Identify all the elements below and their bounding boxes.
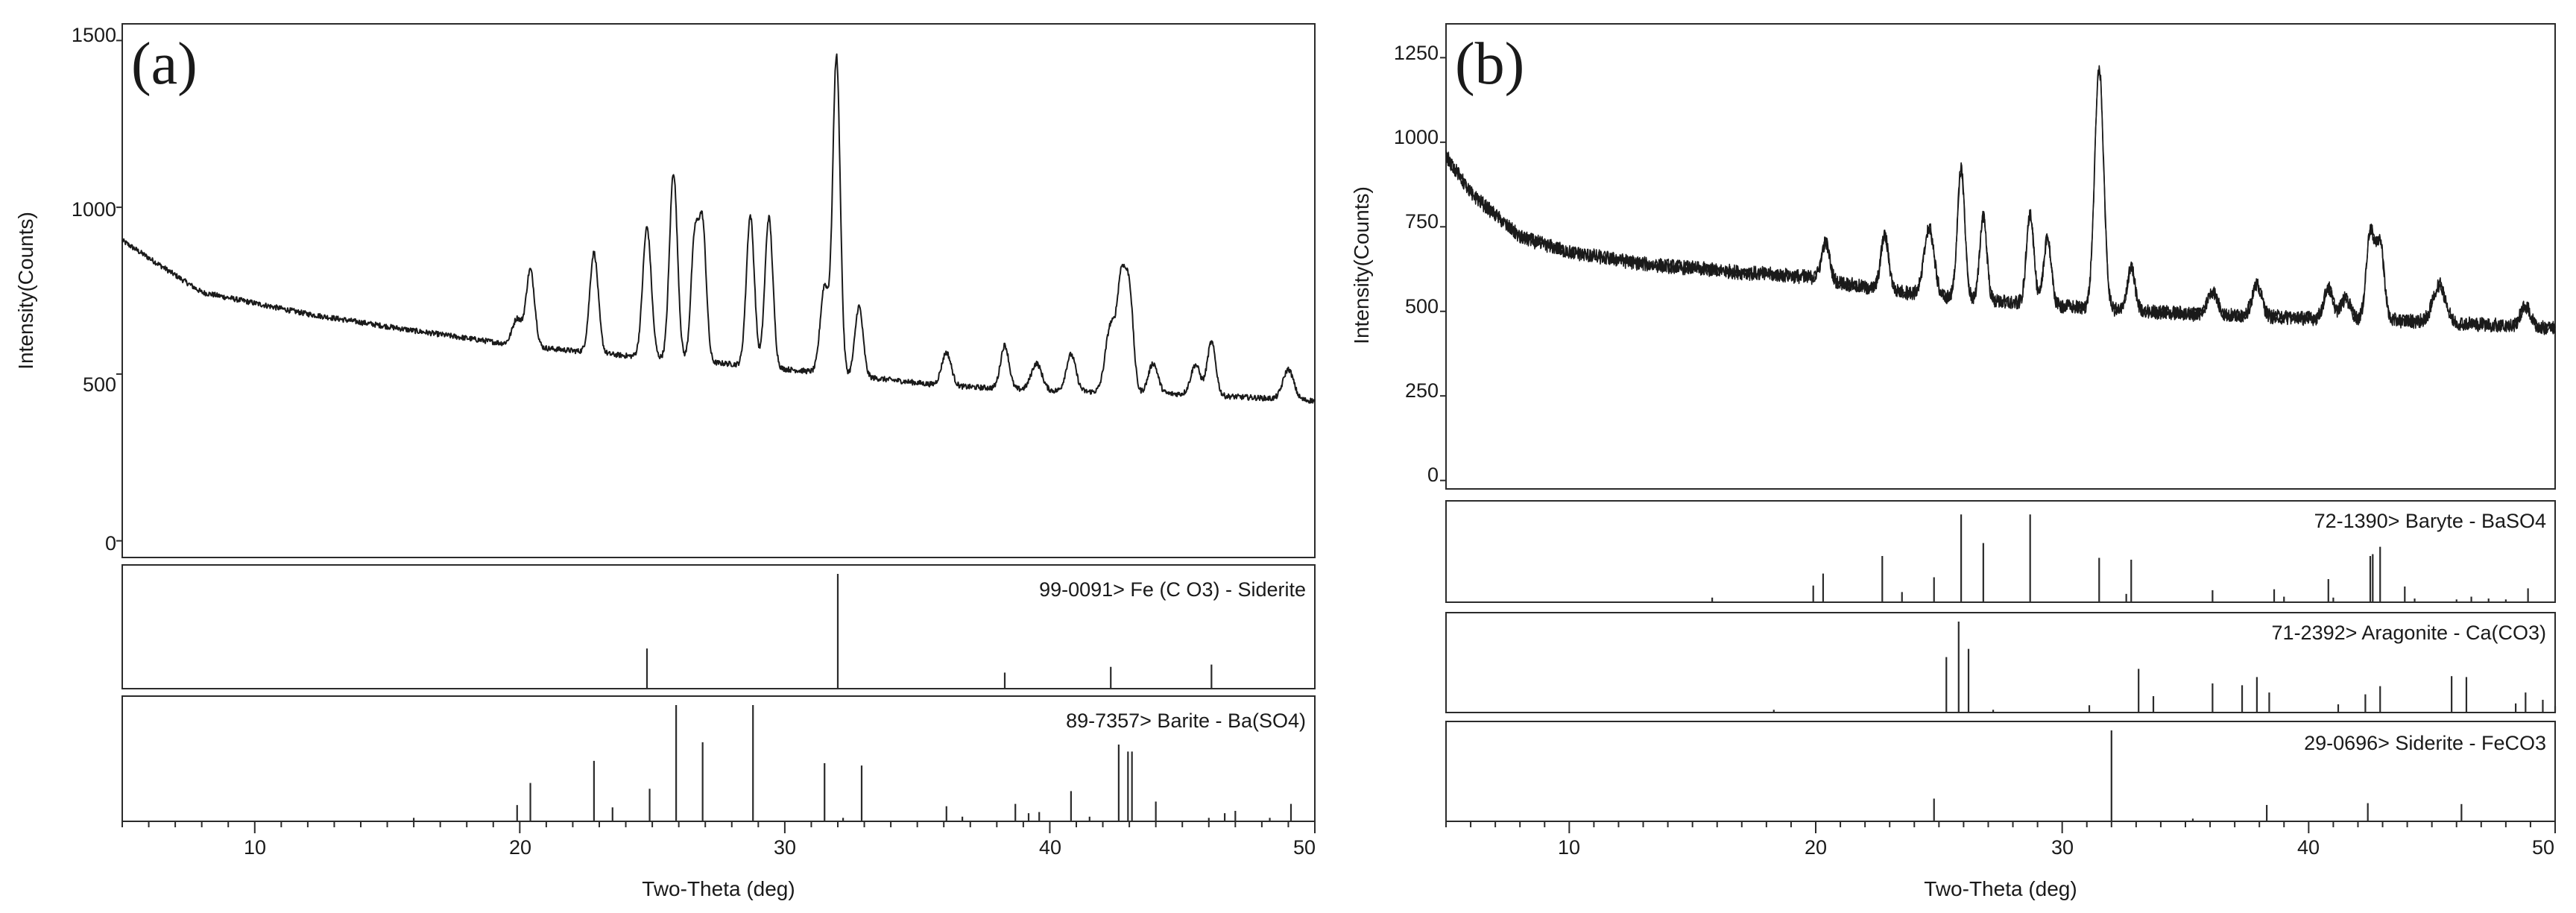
panel-a-y-tick-label: 0: [105, 532, 116, 555]
panel-b-reference-sticks-baryte: [1711, 514, 2529, 602]
panel-b-diffraction-pattern-line: [1445, 69, 2556, 335]
panel-b-y-tick-label: 1250: [1394, 42, 1439, 64]
panel-b-reference-sticks-siderite: [1933, 730, 2463, 821]
panel-b-reference-sticks-aragonite: [1772, 622, 2557, 713]
panel-a-reference-title-siderite: 99-0091> Fe (C O3) - Siderite: [1039, 578, 1306, 601]
panel-b-reference-frame-siderite: [1445, 721, 2556, 822]
panel-a-x-tick-label: 10: [244, 836, 266, 859]
panel-b-x-axis-title: Two-Theta (deg): [1924, 877, 2077, 900]
panel-b-x-tick-label: 10: [1558, 836, 1580, 859]
panel-b-x-tick-label: 20: [1805, 836, 1827, 859]
panel-a-y-tick-label: 1000: [72, 198, 116, 221]
panel-a-diffraction-pattern-line: [121, 53, 1316, 404]
panel-b-x-tick-label: 40: [2297, 836, 2320, 859]
panel-b-reference-frame-aragonite: [1445, 612, 2556, 713]
panel-a-x-tick-label: 40: [1039, 836, 1061, 859]
panel-a-tag: (a): [131, 31, 198, 97]
panel-b-tag: (b): [1455, 31, 1524, 97]
panel-a-x-tick-label: 30: [774, 836, 796, 859]
panel-b-y-tick-labels: 1250 1000 750 500 250 0: [1394, 42, 1439, 486]
panel-a-reference-sticks-barite: [413, 705, 1292, 821]
panel-b-main-frame: [1445, 23, 2556, 490]
panel-b-y-axis-title: Intensity(Counts): [1350, 186, 1373, 344]
panel-b-reference-frame-baryte: [1445, 500, 2556, 603]
panel-b-reference-title-siderite: 29-0696> Siderite - FeCO3: [2304, 732, 2546, 754]
panel-a-y-tick-label: 1500: [72, 24, 116, 46]
panel-a-main-frame: [121, 23, 1316, 558]
panel-b-diffraction-pattern-line: [1445, 65, 2556, 335]
panel-a: (a) Intensity(Counts) 1500 1000 500 0 99…: [14, 23, 1316, 900]
panel-a-x-tick-label: 50: [1293, 836, 1316, 859]
panel-b-x-tick-label: 50: [2532, 836, 2554, 859]
panel-a-reference-frame-barite: [121, 695, 1316, 822]
panel-a-main-content: [116, 40, 1316, 542]
panel-a-reference-frame-siderite: [121, 564, 1316, 689]
panel-b-y-tick-label: 500: [1405, 295, 1439, 318]
panel-a-y-tick-labels: 1500 1000 500 0: [72, 24, 116, 555]
panel-a-x-axis-ticks: [121, 821, 1316, 833]
panel-b-x-axis-ticks: [1445, 821, 2556, 833]
panel-a-y-axis-title: Intensity(Counts): [14, 212, 37, 370]
panel-b-x-tick-label: 30: [2051, 836, 2074, 859]
panel-b-main-content: [1440, 57, 2556, 481]
panel-a-reference-sticks-siderite: [645, 574, 1213, 689]
panel-b-y-tick-label: 1000: [1394, 126, 1439, 148]
panel-b-x-tick-labels: 10 20 30 40 50: [1558, 836, 2554, 859]
panel-b-y-tick-label: 250: [1405, 379, 1439, 402]
panel-b-y-tick-label: 0: [1427, 464, 1439, 486]
panel-b-reference-title-baryte: 72-1390> Baryte - BaSO4: [2314, 510, 2546, 532]
panel-b-y-tick-label: 750: [1405, 210, 1439, 233]
panel-b: (b) Intensity(Counts) 1250 1000 750 500 …: [1350, 23, 2557, 900]
panel-a-x-axis-title: Two-Theta (deg): [642, 877, 795, 900]
panel-b-reference-title-aragonite: 71-2392> Aragonite - Ca(CO3): [2272, 622, 2546, 644]
panel-a-reference-title-barite: 89-7357> Barite - Ba(SO4): [1066, 710, 1306, 732]
panel-a-x-tick-labels: 10 20 30 40 50: [244, 836, 1316, 859]
panel-a-x-tick-label: 20: [509, 836, 531, 859]
panel-a-y-tick-label: 500: [83, 373, 116, 396]
